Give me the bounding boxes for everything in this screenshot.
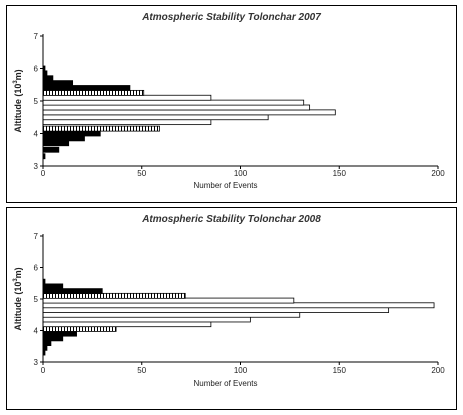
altitude-bar bbox=[43, 86, 130, 91]
altitude-bar bbox=[43, 312, 300, 317]
chart-title: Atmospheric Stability Tolonchar 2007 bbox=[141, 12, 321, 23]
altitude-bar bbox=[43, 141, 69, 146]
altitude-bar bbox=[43, 293, 185, 298]
x-axis-label: Number of Events bbox=[193, 379, 257, 388]
altitude-bar bbox=[43, 336, 63, 341]
altitude-bar bbox=[43, 289, 102, 294]
chart-panel-2008: Atmospheric Stability Tolonchar 2008 3 4 5 6… bbox=[6, 207, 457, 410]
altitude-bar bbox=[43, 95, 211, 100]
altitude-bar bbox=[43, 341, 51, 346]
y-tick-label: 3 bbox=[34, 162, 39, 171]
altitude-bar bbox=[43, 71, 47, 76]
altitude-bar bbox=[43, 126, 160, 131]
altitude-bar bbox=[43, 317, 250, 322]
x-tick-label: 50 bbox=[137, 169, 146, 178]
y-tick-label: 7 bbox=[34, 32, 39, 41]
altitude-bar bbox=[43, 147, 59, 152]
chart-panel-2007: Atmospheric Stability Tolonchar 2007 3 4 5 6… bbox=[6, 5, 457, 203]
x-tick-label: 0 bbox=[41, 169, 46, 178]
y-tick-label: 6 bbox=[34, 65, 39, 74]
y-tick-label: 6 bbox=[34, 264, 39, 273]
stability-chart-2008: Atmospheric Stability Tolonchar 2008 3 4 5 6… bbox=[7, 208, 456, 409]
altitude-bar bbox=[43, 322, 211, 327]
altitude-bar bbox=[43, 298, 294, 303]
chart-title: Atmospheric Stability Tolonchar 2008 bbox=[141, 214, 321, 225]
altitude-bar bbox=[43, 100, 304, 105]
altitude-bar bbox=[43, 303, 434, 308]
x-tick-label: 150 bbox=[333, 169, 347, 178]
altitude-bar bbox=[43, 115, 268, 120]
y-axis-label: Altitude (103m) bbox=[13, 69, 23, 132]
altitude-bar bbox=[43, 345, 47, 350]
altitude-bar bbox=[43, 90, 144, 95]
x-axis-label: Number of Events bbox=[193, 181, 257, 190]
y-tick-label: 3 bbox=[34, 358, 39, 367]
altitude-bar bbox=[43, 120, 211, 125]
altitude-bar bbox=[43, 308, 389, 313]
altitude-bar bbox=[43, 131, 100, 136]
x-tick-label: 100 bbox=[234, 366, 248, 375]
altitude-bar bbox=[43, 331, 77, 336]
altitude-bar bbox=[43, 284, 63, 289]
altitude-bar bbox=[43, 76, 53, 81]
y-tick-label: 5 bbox=[34, 295, 39, 304]
y-tick-label: 7 bbox=[34, 232, 39, 241]
x-tick-label: 50 bbox=[137, 366, 146, 375]
altitude-bar bbox=[43, 81, 73, 86]
y-tick-label: 5 bbox=[34, 97, 39, 106]
x-tick-label: 100 bbox=[234, 169, 248, 178]
x-tick-label: 200 bbox=[431, 169, 445, 178]
stability-chart-2007: Atmospheric Stability Tolonchar 2007 3 4 5 6… bbox=[7, 6, 456, 202]
x-tick-label: 150 bbox=[333, 366, 347, 375]
altitude-bar bbox=[43, 110, 335, 115]
x-tick-label: 200 bbox=[431, 366, 445, 375]
y-tick-label: 4 bbox=[34, 327, 39, 336]
y-axis-label: Altitude (103m) bbox=[13, 267, 23, 330]
y-tick-label: 4 bbox=[34, 130, 39, 139]
altitude-bar bbox=[43, 326, 116, 331]
altitude-bar bbox=[43, 136, 84, 141]
x-tick-label: 0 bbox=[41, 366, 46, 375]
altitude-bar bbox=[43, 105, 310, 110]
